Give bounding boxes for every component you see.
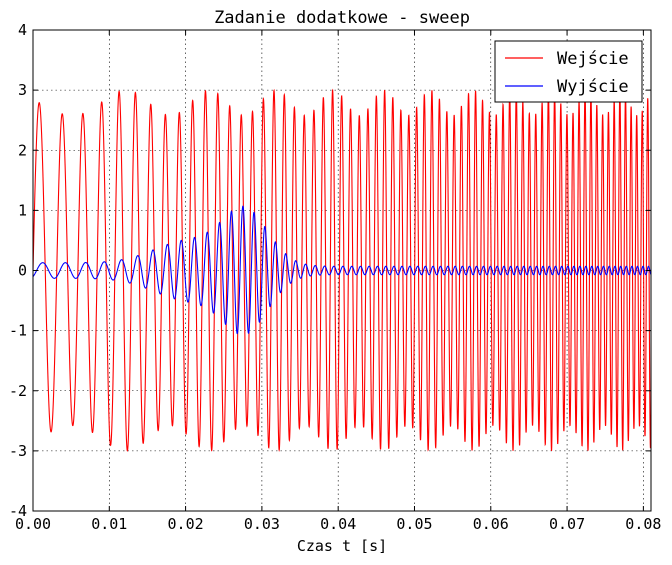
y-tick-label: 3 — [18, 81, 27, 99]
series-line-wejscie — [33, 88, 651, 453]
x-tick-label: 0.08 — [625, 515, 661, 533]
chart-title: Zadanie dodatkowe - sweep — [214, 8, 470, 28]
tick-layer: 0.00 0.01 0.02 0.03 0.04 0.05 0.06 0.07 0.08 -4 -3… — [9, 21, 661, 533]
y-tick-label: -1 — [9, 322, 27, 340]
x-tick-label: 0.04 — [320, 515, 356, 533]
series-line-wyjscie — [33, 205, 651, 335]
x-tick-label: 0.02 — [168, 515, 204, 533]
legend: Wejście Wyjście — [494, 40, 643, 103]
y-tick-label: -3 — [9, 442, 27, 460]
x-tick-label: 0.06 — [473, 515, 509, 533]
y-tick-label: -2 — [9, 382, 27, 400]
legend-label-wyjscie: Wyjście — [557, 77, 629, 97]
x-tick-label: 0.00 — [15, 515, 51, 533]
y-tick-label: 0 — [18, 262, 27, 280]
legend-label-wejscie: Wejście — [557, 49, 629, 69]
x-tick-label: 0.07 — [549, 515, 585, 533]
y-tick-label: 4 — [18, 21, 27, 39]
y-tick-label: 1 — [18, 201, 27, 219]
x-tick-label: 0.01 — [91, 515, 127, 533]
legend-box — [494, 40, 643, 103]
y-tick-label: 2 — [18, 141, 27, 159]
series-layer — [33, 88, 651, 453]
y-tick-label: -4 — [9, 502, 27, 520]
x-tick-label: 0.03 — [244, 515, 280, 533]
x-tick-label: 0.05 — [396, 515, 432, 533]
x-axis-label: Czas t [s] — [297, 537, 387, 555]
